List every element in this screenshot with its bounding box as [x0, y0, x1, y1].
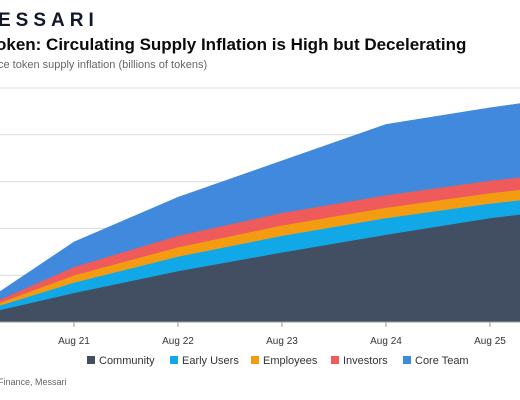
chart-subtitle: ce token supply inflation (billions of t… [0, 59, 208, 71]
x-tick-label: Aug 25 [474, 336, 506, 347]
legend-swatch-early-users [170, 356, 178, 364]
legend-label-core-team: Core Team [415, 355, 469, 367]
x-tick-label: Aug 24 [370, 336, 402, 347]
legend: Community Early Users Employees Investors Co… [87, 355, 469, 367]
legend-swatch-core-team [403, 356, 411, 364]
x-tick-label: Aug 21 [58, 336, 90, 347]
chart-title: oken: Circulating Supply Inflation is Hi… [0, 35, 467, 54]
source-note: Finance, Messari [0, 377, 67, 387]
legend-swatch-investors [331, 356, 339, 364]
brand-logo-text: ESSARI [0, 10, 99, 31]
legend-label-investors: Investors [343, 355, 388, 367]
legend-label-community: Community [99, 355, 155, 367]
area-core-team [0, 103, 520, 300]
legend-swatch-employees [251, 356, 259, 364]
legend-label-employees: Employees [263, 355, 318, 367]
x-axis-ticks: Aug 21 Aug 22 Aug 23 Aug 24 Aug 25 [58, 322, 506, 347]
x-tick-label: Aug 22 [162, 336, 194, 347]
legend-swatch-community [87, 356, 95, 364]
legend-label-early-users: Early Users [182, 355, 239, 367]
x-tick-label: Aug 23 [266, 336, 298, 347]
area-series-group [0, 103, 520, 323]
